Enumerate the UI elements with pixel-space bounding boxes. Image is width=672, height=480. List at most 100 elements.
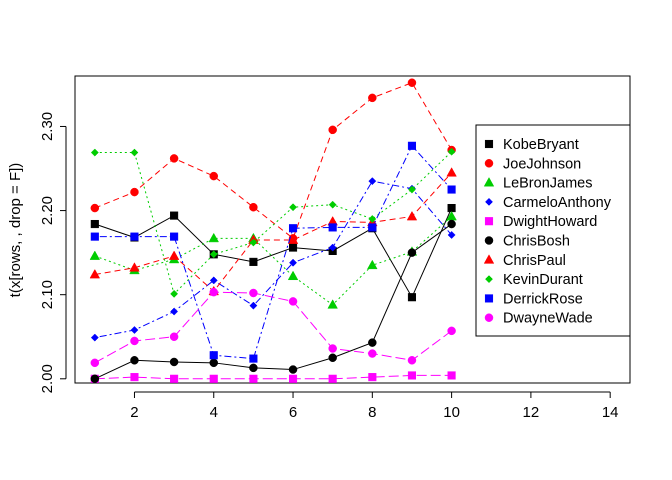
data-point (368, 349, 377, 358)
legend-item: DerrickRose (484, 291, 583, 307)
data-point (170, 374, 179, 383)
data-point (209, 358, 218, 368)
legend-item: DwayneWade (484, 311, 593, 327)
series-KevinDurant (90, 147, 456, 298)
series-line (94, 216, 452, 306)
legend-item: KevinDurant (485, 272, 583, 288)
legend-item: JoeJohnson (484, 156, 581, 172)
data-point (368, 373, 377, 382)
data-point (368, 215, 377, 223)
data-point (447, 204, 456, 213)
data-point (328, 353, 337, 363)
data-point (406, 210, 418, 221)
x-tick-label: 6 (289, 404, 297, 421)
data-point (130, 187, 139, 197)
data-point (170, 232, 179, 241)
x-axis: 2 4 6 8 10 12 14 (130, 391, 619, 421)
data-point (447, 326, 456, 336)
data-point (90, 203, 100, 213)
data-point (407, 293, 417, 302)
x-tick-label: 10 (443, 404, 460, 421)
data-point (170, 289, 179, 298)
data-point (368, 223, 377, 232)
data-point (447, 231, 456, 239)
data-point (249, 257, 258, 266)
data-point (447, 147, 456, 156)
legend-box (475, 124, 631, 337)
data-point (129, 262, 140, 272)
legend-label: DwightHoward (503, 214, 597, 230)
legend-item: LeBronJames (483, 176, 592, 192)
data-point (169, 357, 179, 367)
data-point (367, 259, 378, 270)
data-point (249, 202, 258, 212)
series-DwightHoward (90, 371, 456, 383)
data-point (287, 234, 299, 244)
data-point (249, 288, 258, 298)
data-point (170, 307, 179, 316)
legend-marker (485, 275, 493, 284)
data-point (209, 276, 218, 285)
data-point (328, 344, 337, 353)
series-KobeBryant (90, 204, 456, 302)
data-point (328, 374, 337, 383)
data-point (447, 185, 456, 194)
data-point (130, 356, 139, 365)
data-point (168, 250, 180, 260)
data-point (209, 351, 218, 360)
series-line (94, 82, 453, 240)
data-point (90, 333, 99, 342)
data-point (169, 154, 179, 163)
legend-label: JoeJohnson (503, 156, 581, 172)
series-DerrickRose (90, 141, 456, 363)
y-axis: 2.00 2.10 2.20 2.30 (39, 112, 67, 393)
series-line (94, 291, 452, 364)
series-DwayneWade (90, 287, 456, 368)
x-tick-label: 14 (602, 404, 619, 421)
legend-label: KobeBryant (503, 137, 579, 153)
data-point (249, 238, 258, 247)
legend-item: ChrisPaul (483, 253, 566, 269)
legend-label: DwayneWade (503, 311, 593, 327)
data-point (288, 243, 298, 252)
series-line (94, 144, 452, 360)
series-group (89, 78, 457, 384)
legend-marker (484, 313, 494, 322)
data-point (90, 232, 99, 241)
data-point (288, 224, 298, 233)
x-tick-label: 2 (130, 404, 138, 421)
data-point (289, 258, 297, 267)
data-point (288, 365, 298, 374)
legend-label: KevinDurant (503, 272, 583, 288)
x-tick-label: 12 (523, 404, 540, 421)
legend-label: CarmeloAnthony (503, 195, 612, 211)
data-point (90, 374, 100, 384)
data-point (288, 374, 298, 383)
y-tick-label: 2.30 (39, 112, 56, 141)
legend-label: DerrickRose (503, 291, 583, 307)
data-point (209, 287, 218, 297)
data-point (368, 338, 377, 347)
data-point (407, 371, 417, 380)
legend-marker (484, 294, 494, 303)
x-tick-label: 4 (210, 404, 218, 421)
legend-marker (484, 139, 494, 149)
legend-item: ChrisBosh (484, 234, 570, 250)
x-tick-label: 8 (368, 404, 376, 421)
series-line (94, 172, 452, 293)
data-point (328, 223, 337, 232)
y-axis-label: t(x[rows, , drop = F]) (7, 163, 24, 298)
data-point (209, 374, 218, 383)
data-point (408, 185, 416, 194)
data-point (169, 332, 179, 341)
data-point (249, 374, 258, 383)
data-point (407, 78, 417, 87)
legend-label: ChrisBosh (503, 234, 570, 250)
series-CarmeloAnthony (90, 177, 456, 342)
data-point (130, 232, 139, 241)
data-point (209, 250, 218, 259)
data-point (287, 270, 299, 281)
data-point (288, 297, 298, 306)
data-point (90, 219, 99, 229)
y-tick-label: 2.00 (39, 364, 56, 393)
